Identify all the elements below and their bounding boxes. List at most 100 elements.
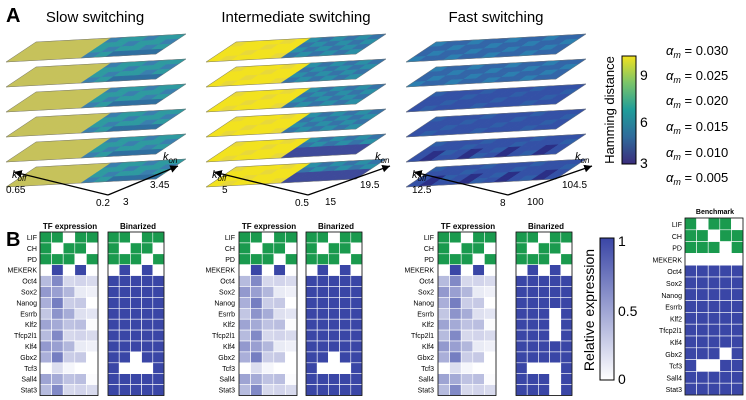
intermediate-plane-3	[205, 83, 387, 113]
slow-plane-6	[5, 158, 187, 188]
kon-label-slow: kon	[163, 151, 178, 165]
row-label: Esrrb	[218, 311, 235, 318]
row-labels-right: LIF CH PD MEKERK Oct4 Sox2 Nanog Esrrb Klf2 Tfcp2…	[404, 235, 434, 395]
slow-plane-4	[5, 108, 187, 138]
slow-plane-3	[5, 83, 187, 113]
koff-min-fast: 12.5	[412, 185, 432, 196]
hamming-colorbar-title: Hamming distance	[602, 56, 617, 164]
row-label: Tcf3	[24, 366, 37, 373]
row-label: Stat3	[21, 388, 37, 395]
panel-b: LIF CH PD MEKERK Oct4 Sox2 Nanog Esrrb Klf2 Tfcp2…	[7, 209, 744, 396]
koff-max-intermediate: 0.5	[295, 198, 309, 209]
row-label: Esrrb	[417, 311, 434, 318]
row-label: Klf4	[223, 344, 235, 351]
fast-plane-5	[405, 133, 587, 163]
benchmark-grid	[684, 217, 744, 396]
koff-max-fast: 8	[500, 198, 506, 209]
row-labels-benchmark: LIF CH PD MEKERK Oct4 Sox2 Nanog Esrrb Klf2 Tfcp2…	[652, 222, 682, 394]
intermediate-plane-2	[205, 58, 387, 88]
stack-intermediate-switching	[205, 33, 387, 188]
kon-label-intermediate: kon	[375, 151, 390, 165]
slow-plane-2	[5, 58, 187, 88]
binarized-grid-middle	[305, 231, 363, 396]
alpha-labels: αm = 0.030 αm = 0.025 αm = 0.020 αm = 0.015…	[666, 43, 728, 187]
alpha-value-1: αm = 0.030	[666, 43, 728, 60]
row-label: Klf2	[422, 322, 434, 329]
kon-min-slow: 3	[123, 197, 129, 208]
row-label: Sall4	[418, 377, 434, 384]
tf-expression-grid-right	[437, 231, 497, 396]
row-label: Oct4	[419, 279, 434, 286]
row-label: LIF	[225, 235, 235, 242]
axes-fast: koff kon 12.5 8 100 104.5	[412, 151, 593, 209]
row-label: PD	[672, 246, 682, 253]
row-label: Stat3	[418, 388, 434, 395]
axes-intermediate: koff kon 5 0.5 15 19.5	[212, 151, 391, 209]
row-label: PD	[424, 257, 434, 264]
row-label: MEKERK	[205, 268, 235, 275]
row-label: Gbx2	[20, 355, 37, 362]
row-label: Oct4	[667, 269, 682, 276]
row-label: Esrrb	[20, 311, 37, 318]
intermediate-plane-4	[205, 108, 387, 138]
row-label: Klf4	[25, 344, 37, 351]
row-label: Sox2	[21, 290, 37, 297]
row-label: Nanog	[214, 300, 235, 307]
intermediate-plane-1	[205, 33, 387, 63]
row-label: Tfcp2l1	[659, 328, 682, 335]
rel-colorbar-title: Relative expression	[581, 249, 597, 371]
fast-plane-4	[405, 108, 587, 138]
row-label: Stat3	[666, 387, 682, 394]
kon-max-fast: 104.5	[562, 180, 587, 191]
row-label: MEKERK	[404, 268, 434, 275]
row-label: CH	[27, 246, 37, 253]
panel-label-a: A	[6, 5, 20, 27]
row-label: PD	[27, 257, 37, 264]
row-label: Tfcp2l1	[212, 333, 235, 340]
row-label: Sox2	[219, 290, 235, 297]
hamming-colorbar: 9 6 3 Hamming distance	[602, 55, 648, 171]
title-fast: Fast switching	[448, 9, 543, 26]
row-label: Nanog	[16, 300, 37, 307]
row-label: Esrrb	[665, 305, 682, 312]
row-label: Nanog	[413, 300, 434, 307]
row-label: MEKERK	[652, 257, 682, 264]
row-label: Gbx2	[417, 355, 434, 362]
tf-expression-header-left: TF expression	[43, 222, 97, 231]
row-label: Sox2	[418, 290, 434, 297]
row-labels-left: LIF CH PD MEKERK Oct4 Sox2 Nanog Esrrb Klf2 Tfcp2…	[7, 235, 37, 395]
benchmark-header: Benchmark	[696, 209, 734, 216]
tf-expression-grid-middle	[238, 231, 298, 396]
panel-label-b: B	[6, 229, 20, 251]
rel-tick-1: 1	[618, 233, 626, 249]
koff-label-slow: koff	[12, 169, 27, 183]
binarized-header-right: Binarized	[528, 222, 564, 231]
binarized-header-left: Binarized	[120, 222, 156, 231]
tf-expression-header-right: TF expression	[441, 222, 495, 231]
kon-min-fast: 100	[527, 197, 544, 208]
kon-max-intermediate: 19.5	[360, 180, 380, 191]
row-label: Sall4	[666, 375, 682, 382]
slow-plane-1	[5, 33, 187, 63]
intermediate-plane-6	[205, 158, 387, 188]
row-label: CH	[225, 246, 235, 253]
binarized-grid-right	[515, 231, 573, 396]
koff-label-intermediate: koff	[212, 169, 227, 183]
row-label: MEKERK	[7, 268, 37, 275]
relative-expression-colorbar: 1 0.5 0 Relative expression	[581, 233, 638, 387]
row-label: Gbx2	[218, 355, 235, 362]
row-label: Klf4	[670, 340, 682, 347]
row-label: Oct4	[22, 279, 37, 286]
row-label: CH	[424, 246, 434, 253]
hamming-tick-9: 9	[640, 67, 648, 83]
row-label: Klf2	[223, 322, 235, 329]
kon-label-fast: kon	[575, 151, 590, 165]
stack-slow-switching	[5, 33, 187, 188]
row-label: Nanog	[661, 293, 682, 300]
row-label: Sall4	[219, 377, 235, 384]
fast-plane-6	[405, 158, 587, 188]
row-label: Klf2	[25, 322, 37, 329]
rel-tick-05: 0.5	[618, 303, 638, 319]
alpha-value-4: αm = 0.015	[666, 119, 728, 136]
row-label: PD	[225, 257, 235, 264]
